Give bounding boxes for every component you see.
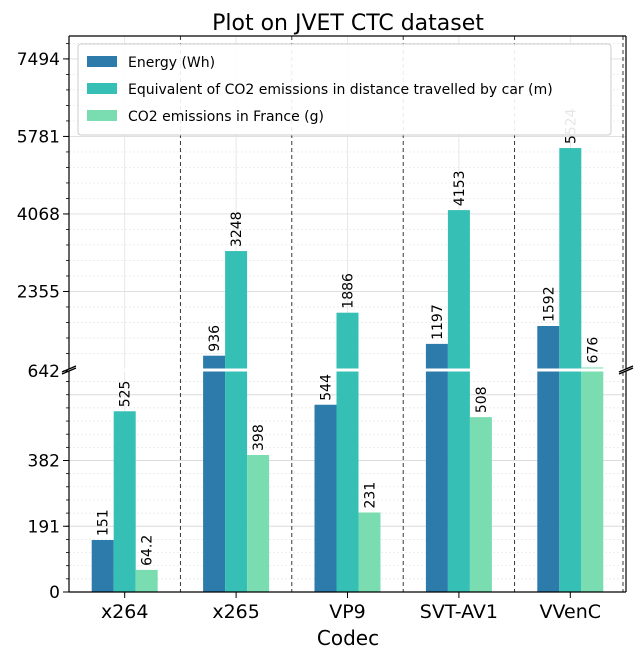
bar — [336, 312, 359, 369]
bar — [247, 454, 270, 592]
bar — [537, 371, 560, 592]
bar — [113, 411, 136, 592]
bars — [91, 148, 604, 592]
legend-swatch — [87, 83, 117, 94]
data-label: 64.2 — [140, 535, 156, 566]
x-tick-label: x264 — [101, 601, 149, 623]
bar — [203, 371, 226, 592]
bar — [559, 148, 582, 369]
bar — [425, 343, 448, 369]
bar — [537, 326, 560, 369]
x-tick-label: VP9 — [329, 601, 366, 623]
bar — [581, 371, 604, 592]
bar — [135, 569, 158, 592]
y-tick-label: 0 — [49, 583, 60, 603]
y-tick-label: 642 — [28, 362, 60, 382]
x-axis-label: Codec — [317, 626, 379, 650]
bar — [447, 371, 470, 592]
legend-swatch — [87, 56, 117, 67]
data-label: 1592 — [541, 286, 557, 322]
legend-swatch — [87, 110, 117, 121]
data-label: 1886 — [341, 273, 357, 309]
legend-box — [77, 43, 612, 136]
x-tick-label: x265 — [212, 601, 260, 623]
bar — [559, 371, 582, 592]
bar — [581, 367, 604, 369]
y-tick-label: 5781 — [17, 127, 60, 147]
data-label: 151 — [96, 509, 112, 536]
x-tick-label: VVenC — [540, 601, 602, 623]
axis-break-gap — [67, 368, 628, 372]
data-label: 936 — [207, 325, 223, 352]
data-label: 231 — [363, 482, 379, 509]
data-label: 4153 — [452, 170, 468, 206]
data-label: 676 — [585, 337, 601, 364]
bar — [91, 540, 114, 592]
bar — [358, 512, 381, 592]
y-tick-label: 2355 — [17, 282, 60, 302]
bar — [447, 210, 470, 369]
data-labels: 15193654411971592525324818864153552464.2… — [96, 108, 602, 566]
data-label: 525 — [118, 381, 134, 408]
data-label: 544 — [319, 374, 335, 401]
data-label: 1197 — [430, 304, 446, 340]
data-label: 3248 — [229, 211, 245, 247]
legend-entry-label: Equivalent of CO2 emissions in distance … — [128, 82, 553, 98]
chart-title: Plot on JVET CTC dataset — [212, 11, 484, 36]
legend-entry-label: CO2 emissions in France (g) — [128, 109, 324, 125]
bar — [425, 371, 448, 592]
bar — [225, 251, 248, 369]
legend-entry-label: Energy (Wh) — [128, 55, 215, 71]
bar — [225, 371, 248, 592]
bar — [203, 355, 226, 369]
y-tick-label: 382 — [28, 452, 60, 472]
ticks: 0 191 382 642 2355 4068 5781 7494 x264 x265 VP9 SVT… — [17, 42, 602, 623]
bar — [314, 404, 337, 592]
y-tick-label: 4068 — [17, 205, 60, 225]
y-tick-label: 7494 — [17, 50, 60, 70]
data-label: 398 — [251, 424, 267, 451]
y-tick-label: 191 — [28, 517, 60, 537]
legend: Energy (Wh) Equivalent of CO2 emissions i… — [77, 43, 612, 136]
bar — [469, 417, 492, 592]
data-label: 508 — [474, 386, 490, 413]
bar — [336, 371, 359, 592]
x-tick-label: SVT-AV1 — [420, 601, 498, 623]
